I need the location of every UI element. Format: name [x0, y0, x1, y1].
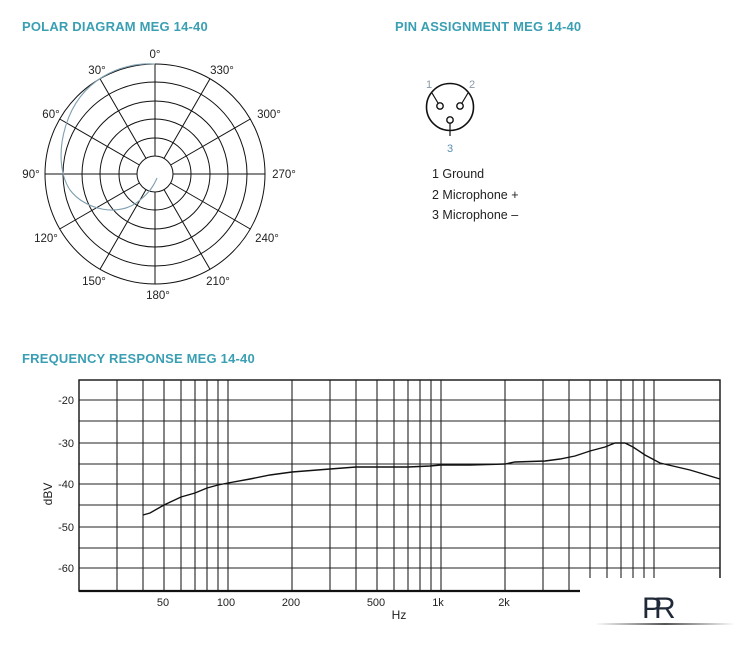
- angle-label-330: 330°: [210, 65, 234, 77]
- pin-item-mic-plus: 2 Microphone +: [432, 187, 519, 202]
- x-tick-2k: 2k: [498, 597, 510, 609]
- x-tick-100: 100: [217, 597, 235, 609]
- angle-label-120: 120°: [34, 233, 58, 245]
- angle-label-210: 210°: [206, 276, 230, 288]
- x-tick-1k: 1k: [432, 597, 444, 609]
- frequency-response-chart: -20 -30 -40 -50 -60 dBV 50 100 200 500 1…: [41, 379, 721, 622]
- chart-frame: [78, 379, 721, 592]
- y-tick--40: -40: [58, 479, 74, 491]
- pin-item-ground: 1 Ground: [432, 167, 485, 181]
- polar-pattern-curve: [60, 63, 158, 211]
- x-axis-label: Hz: [392, 608, 407, 622]
- pin-list: 1 Ground 2 Microphone + 3 Microphone –: [432, 164, 519, 226]
- watermark-logo: PR: [580, 578, 747, 640]
- polar-diagram: 0° 30° 60° 90° 120° 150° 180° 210° 240° …: [22, 49, 296, 302]
- y-tick--60: -60: [58, 563, 74, 575]
- angle-label-60: 60°: [42, 109, 59, 121]
- angle-label-0: 0°: [150, 49, 161, 61]
- pin-number-3: 3: [447, 143, 453, 155]
- pin-title: PIN ASSIGNMENT MEG 14-40: [395, 19, 582, 34]
- angle-label-300: 300°: [257, 109, 281, 121]
- x-tick-200: 200: [282, 597, 300, 609]
- frequency-title: FREQUENCY RESPONSE MEG 14-40: [22, 351, 255, 366]
- angle-label-90: 90°: [22, 169, 39, 181]
- x-tick-500: 500: [367, 597, 385, 609]
- y-tick--30: -30: [58, 438, 74, 450]
- x-tick-50: 50: [157, 597, 169, 609]
- angle-label-30: 30°: [88, 65, 105, 77]
- pin-number-1: 1: [426, 79, 432, 91]
- y-tick--20: -20: [58, 395, 74, 407]
- angle-label-270: 270°: [272, 169, 296, 181]
- angle-label-150: 150°: [82, 276, 106, 288]
- angle-label-180: 180°: [146, 290, 170, 302]
- angle-label-240: 240°: [255, 233, 279, 245]
- polar-grid: [44, 63, 266, 285]
- chart-grid: [79, 380, 720, 591]
- pin-number-2: 2: [469, 79, 475, 91]
- xlr-connector-icon: 1 2 3: [425, 79, 475, 155]
- y-axis-label: dBV: [41, 483, 55, 506]
- frequency-response-curve: [142, 442, 721, 516]
- logo-text: PR: [642, 592, 675, 625]
- polar-title: POLAR DIAGRAM MEG 14-40: [22, 19, 208, 34]
- pin-item-mic-minus: 3 Microphone –: [432, 208, 519, 222]
- y-tick--50: -50: [58, 522, 74, 534]
